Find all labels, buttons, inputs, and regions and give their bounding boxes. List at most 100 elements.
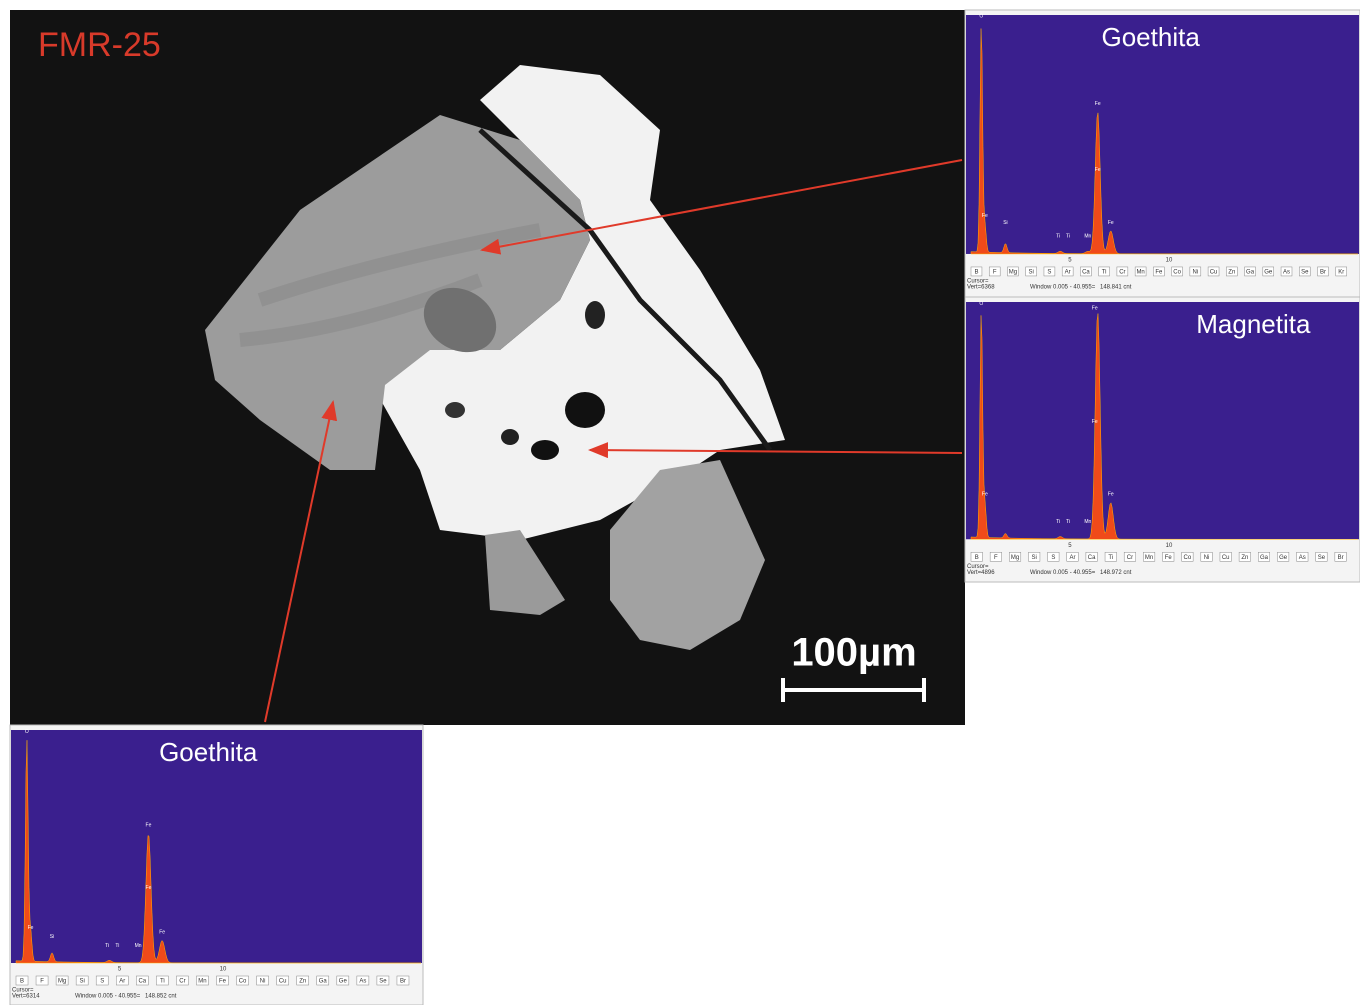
peak-label: O xyxy=(979,14,983,20)
element-button xyxy=(1207,266,1220,277)
element-button xyxy=(116,975,129,986)
element-button xyxy=(136,975,149,986)
element-label: Ga xyxy=(1246,270,1255,276)
element-button xyxy=(55,975,69,986)
element-button xyxy=(1007,266,1019,277)
element-button xyxy=(1200,552,1213,562)
element-label: F xyxy=(40,979,44,985)
element-label: Ti xyxy=(1108,555,1113,561)
element-label: Ni xyxy=(1192,270,1198,276)
element-button xyxy=(1280,266,1293,277)
axis-label: 5 xyxy=(1068,258,1072,264)
spectrum-panel: Magnetita O Fe Fe Fe Ti Ti Mn Fe 5 10 B F Mg Si S Ar Ca Ti… xyxy=(964,296,1360,583)
peak-label: Ti xyxy=(1056,519,1060,525)
element-label: Cu xyxy=(1222,555,1230,561)
element-label: Ge xyxy=(1264,270,1273,276)
element-label: Ge xyxy=(1279,555,1288,561)
element-label: Ca xyxy=(138,979,146,985)
element-label: Se xyxy=(379,979,387,985)
element-label: Cu xyxy=(279,979,287,985)
element-label: Mn xyxy=(1145,555,1153,561)
element-label: Kr xyxy=(1338,270,1344,276)
element-button xyxy=(176,975,189,986)
peak-label: Fe xyxy=(28,925,34,931)
cursor-text: Cursor= xyxy=(967,564,989,570)
element-button xyxy=(276,975,289,986)
element-button xyxy=(1162,552,1175,562)
element-button xyxy=(376,975,390,986)
element-label: S xyxy=(1047,270,1051,276)
counts-text: 148.972 cnt xyxy=(1100,570,1132,576)
element-label: Cr xyxy=(179,979,185,985)
element-button xyxy=(989,552,1002,562)
element-label: Co xyxy=(1184,555,1192,561)
element-button xyxy=(256,975,269,986)
element-button xyxy=(1258,552,1270,562)
element-button xyxy=(1104,552,1117,562)
element-button xyxy=(1262,266,1275,277)
element-label: Br xyxy=(1338,555,1344,561)
element-label: Co xyxy=(1173,270,1181,276)
element-button xyxy=(1025,266,1037,277)
element-label: S xyxy=(100,979,104,985)
element-button xyxy=(1009,552,1022,562)
counts-text: 148.841 cnt xyxy=(1100,285,1132,291)
element-button xyxy=(1171,266,1183,277)
axis-label: 5 xyxy=(118,967,122,973)
spectrum-title: Goethita xyxy=(1102,22,1201,52)
peak-label: Si xyxy=(1003,220,1007,226)
window-text: Window 0.005 - 40.955= xyxy=(1030,285,1096,291)
element-label: Cr xyxy=(1127,555,1133,561)
element-button xyxy=(15,975,29,986)
vert-text: Vert=4896 xyxy=(967,570,995,576)
element-button xyxy=(1085,552,1098,562)
element-label: Ar xyxy=(1065,270,1071,276)
cursor-text: Cursor= xyxy=(967,279,989,285)
spectrum-curve xyxy=(970,313,1359,540)
element-label: F xyxy=(993,270,997,276)
element-label: Cu xyxy=(1210,270,1218,276)
element-button xyxy=(1153,266,1165,277)
spectrum-curve xyxy=(15,740,422,964)
element-button xyxy=(1315,552,1328,562)
element-button xyxy=(1181,552,1194,562)
peak-label: Ti xyxy=(1056,234,1060,240)
spectra: Goethita O Fe Fe Fe Si Ti Ti Mn Fe 5 10 B F Mg Si S Ar Ca T… xyxy=(9,9,1360,1005)
element-label: Mg xyxy=(58,979,66,985)
element-label: Ca xyxy=(1082,270,1090,276)
element-button xyxy=(356,975,370,986)
element-button xyxy=(1123,552,1136,562)
element-label: Fe xyxy=(1155,270,1163,276)
element-button xyxy=(35,975,49,986)
element-button xyxy=(1238,552,1251,562)
element-label: Si xyxy=(1032,555,1037,561)
element-label: Co xyxy=(239,979,247,985)
element-label: Ge xyxy=(339,979,348,985)
vert-text: Vert=6314 xyxy=(12,994,40,1000)
spectrum-panel: Goethita O Fe Fe Fe Si Ti Ti Mn Fe 5 10 B F Mg Si S Ar Ca T… xyxy=(964,9,1360,298)
element-button xyxy=(1080,266,1092,277)
plot-area xyxy=(966,15,1359,254)
element-button xyxy=(970,552,983,562)
peak-label: Ti xyxy=(1066,519,1070,525)
peak-label: Fe xyxy=(982,492,988,498)
element-label: Mg xyxy=(1009,270,1017,276)
element-button xyxy=(1028,552,1041,562)
peak-label: Fe xyxy=(146,823,152,829)
peak-label: Fe xyxy=(982,213,988,219)
element-button xyxy=(236,975,249,986)
peak-label: Fe xyxy=(1108,492,1114,498)
cursor-text: Cursor= xyxy=(12,988,34,994)
element-label: Mn xyxy=(1136,270,1144,276)
axis-label: 10 xyxy=(1166,258,1173,264)
peak-label: O xyxy=(25,729,29,735)
element-label: B xyxy=(975,555,979,561)
element-label: Br xyxy=(1320,270,1326,276)
peak-label: Fe xyxy=(1095,101,1101,107)
element-button xyxy=(1189,266,1202,277)
element-button xyxy=(75,975,89,986)
peak-label: Fe xyxy=(1108,220,1114,226)
element-label: Ti xyxy=(1102,270,1107,276)
element-label: F xyxy=(994,555,998,561)
element-button xyxy=(1066,552,1079,562)
